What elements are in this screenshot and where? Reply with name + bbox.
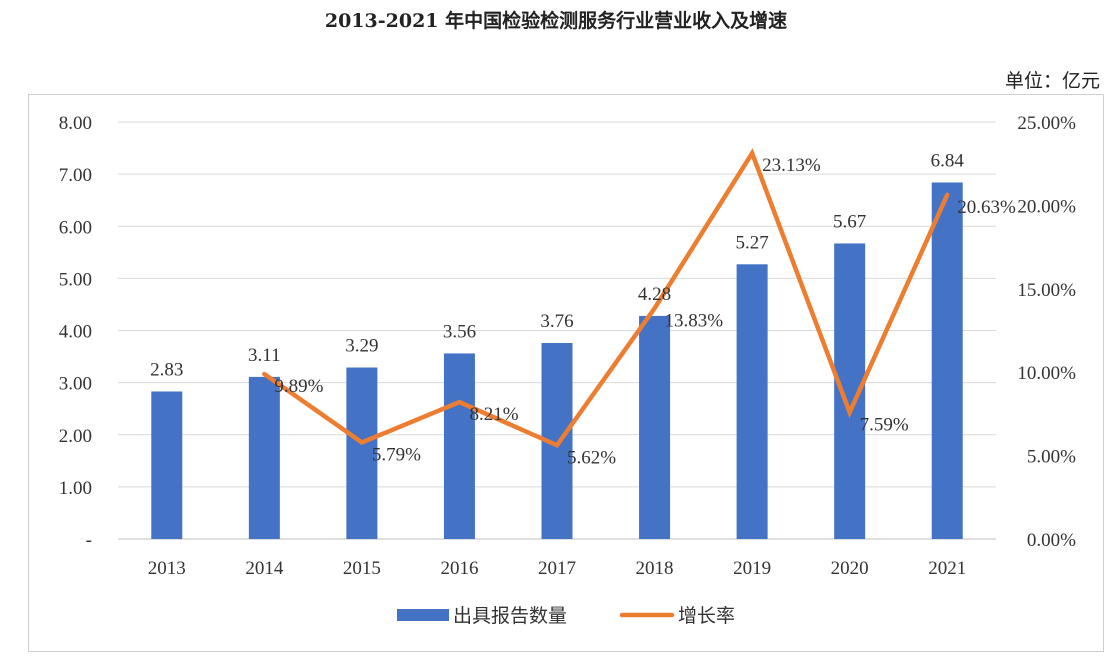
bar — [736, 264, 768, 539]
line-value-label: 9.89% — [274, 376, 323, 397]
bar — [443, 353, 475, 539]
bar-value-label: 4.28 — [638, 284, 671, 305]
unit-label: 单位：亿元 — [1004, 70, 1100, 92]
y-right-tick-label: 25.00% — [1017, 113, 1076, 134]
y-right-tick-label: 10.00% — [1017, 363, 1076, 384]
x-tick-label: 2019 — [733, 558, 771, 579]
y-left-tick-label: 7.00 — [59, 165, 92, 186]
y-left-tick-label: - — [86, 530, 92, 551]
x-tick-label: 2013 — [148, 558, 186, 579]
line-value-label: 5.62% — [567, 447, 616, 468]
left-axis: - 1.00 2.00 3.00 4.00 5.00 6.00 7.00 8.00 — [59, 113, 92, 551]
right-axis: 0.00% 5.00% 10.00% 15.00% 20.00% 25.00% — [1017, 113, 1076, 551]
bar-value-label: 5.67 — [833, 211, 866, 232]
x-tick-label: 2021 — [928, 558, 966, 579]
y-right-tick-label: 5.00% — [1027, 447, 1076, 468]
bar — [931, 182, 963, 539]
legend-label-bar: 出具报告数量 — [453, 605, 567, 627]
x-axis: 2013 2014 2015 2016 2017 2018 2019 2020 2021 — [148, 558, 966, 579]
y-left-tick-label: 8.00 — [59, 113, 92, 134]
growth-rate-line — [262, 148, 950, 449]
x-tick-label: 2014 — [245, 558, 284, 579]
line-value-label: 23.13% — [762, 155, 821, 176]
line-value-label: 7.59% — [860, 414, 909, 435]
y-left-tick-label: 4.00 — [59, 322, 92, 343]
y-left-tick-label: 3.00 — [59, 374, 92, 395]
line-series — [262, 148, 950, 449]
line-value-label: 8.21% — [469, 404, 518, 425]
bar-value-label: 6.84 — [931, 150, 965, 171]
bar-value-label: 3.56 — [443, 321, 476, 342]
line-value-label: 13.83% — [665, 310, 724, 331]
bar — [248, 376, 280, 539]
x-tick-label: 2015 — [343, 558, 381, 579]
bar-value-label: 3.76 — [540, 311, 573, 332]
y-right-tick-label: 20.00% — [1017, 196, 1076, 217]
x-tick-label: 2017 — [538, 558, 576, 579]
chart-title: 2013-2021 年中国检验检测服务行业营业收入及增速 — [324, 10, 788, 32]
y-right-tick-label: 15.00% — [1017, 280, 1076, 301]
bar-value-label: 3.11 — [248, 345, 281, 366]
line-value-label: 5.79% — [372, 444, 421, 465]
bar-value-label: 3.29 — [345, 336, 378, 357]
legend: 出具报告数量 增长率 — [397, 605, 735, 627]
y-left-tick-label: 1.00 — [59, 478, 92, 499]
y-left-tick-label: 6.00 — [59, 217, 92, 238]
bar — [639, 315, 671, 539]
x-tick-label: 2018 — [636, 558, 674, 579]
bar-series — [151, 182, 963, 540]
line-value-label: 20.63% — [957, 197, 1016, 218]
legend-label-line: 增长率 — [678, 605, 735, 627]
x-tick-label: 2020 — [831, 558, 869, 579]
x-tick-label: 2016 — [440, 558, 478, 579]
chart-frame — [28, 94, 1104, 652]
bar — [346, 367, 378, 539]
y-left-tick-label: 2.00 — [59, 426, 92, 447]
data-labels: 2.83 3.11 3.29 3.56 3.76 4.28 5.27 5.67 6.84 9.89… — [150, 150, 1016, 468]
bar-value-label: 5.27 — [735, 232, 768, 253]
y-left-tick-label: 5.00 — [59, 269, 92, 290]
legend-swatch-bar — [397, 609, 449, 621]
bar-value-label: 2.83 — [150, 359, 183, 380]
y-right-tick-label: 0.00% — [1027, 530, 1076, 551]
bar — [151, 391, 183, 539]
